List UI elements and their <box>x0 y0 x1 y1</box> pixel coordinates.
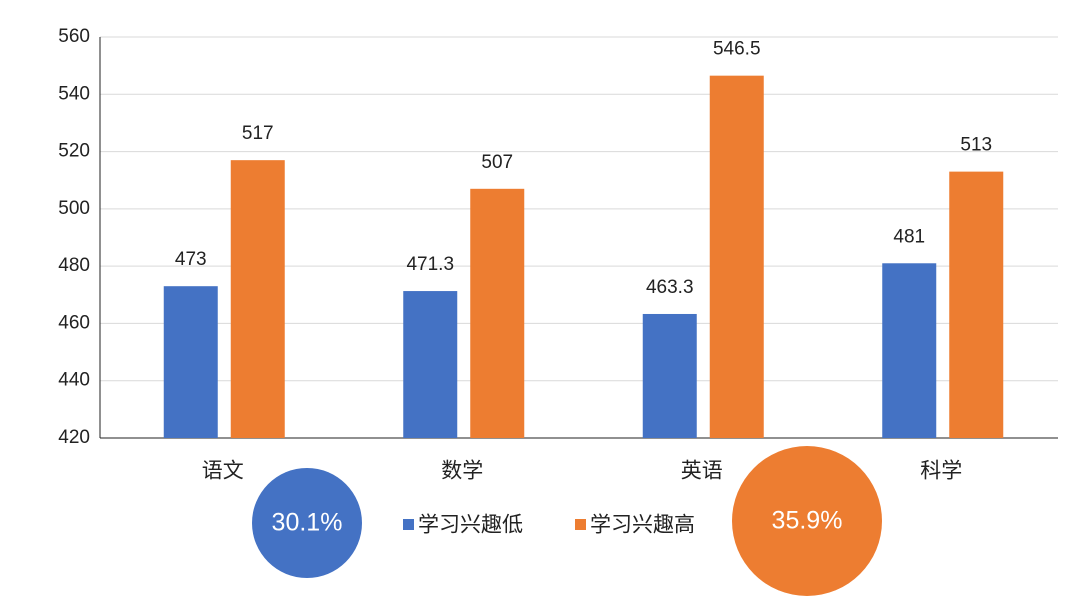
y-tick-label: 460 <box>58 312 90 333</box>
y-tick-label: 420 <box>58 427 90 448</box>
y-tick-label: 440 <box>58 370 90 391</box>
bar <box>882 263 937 438</box>
bar <box>709 75 764 439</box>
annotation-text: 30.1% <box>272 509 343 537</box>
y-tick-label: 500 <box>58 198 90 219</box>
legend-label: 学习兴趣高 <box>590 514 695 537</box>
x-tick-label: 语文 <box>202 460 244 483</box>
legend-label: 学习兴趣低 <box>418 514 523 537</box>
y-tick-label: 540 <box>58 83 90 104</box>
x-tick-label: 数学 <box>441 460 483 483</box>
value-label: 507 <box>481 152 513 173</box>
value-label: 513 <box>960 135 992 156</box>
legend-swatch <box>403 519 414 530</box>
annotation-circle <box>252 468 362 578</box>
y-tick-label: 520 <box>58 141 90 162</box>
annotation-circle <box>732 446 882 596</box>
value-label: 546.5 <box>713 39 761 60</box>
x-tick-label: 科学 <box>920 460 962 483</box>
bar <box>163 286 218 438</box>
y-tick-label: 560 <box>58 26 90 47</box>
bar <box>470 188 525 438</box>
value-label: 481 <box>893 226 925 247</box>
x-tick-label: 英语 <box>681 460 723 483</box>
bar <box>230 160 285 438</box>
bar <box>949 171 1004 438</box>
legend-swatch <box>575 519 586 530</box>
value-label: 471.3 <box>406 254 454 275</box>
value-label: 473 <box>175 249 207 270</box>
annotation-text: 35.9% <box>772 507 843 535</box>
value-label: 463.3 <box>646 277 694 298</box>
y-tick-label: 480 <box>58 255 90 276</box>
value-label: 517 <box>242 123 274 144</box>
bar <box>642 313 697 438</box>
bar <box>403 291 458 438</box>
